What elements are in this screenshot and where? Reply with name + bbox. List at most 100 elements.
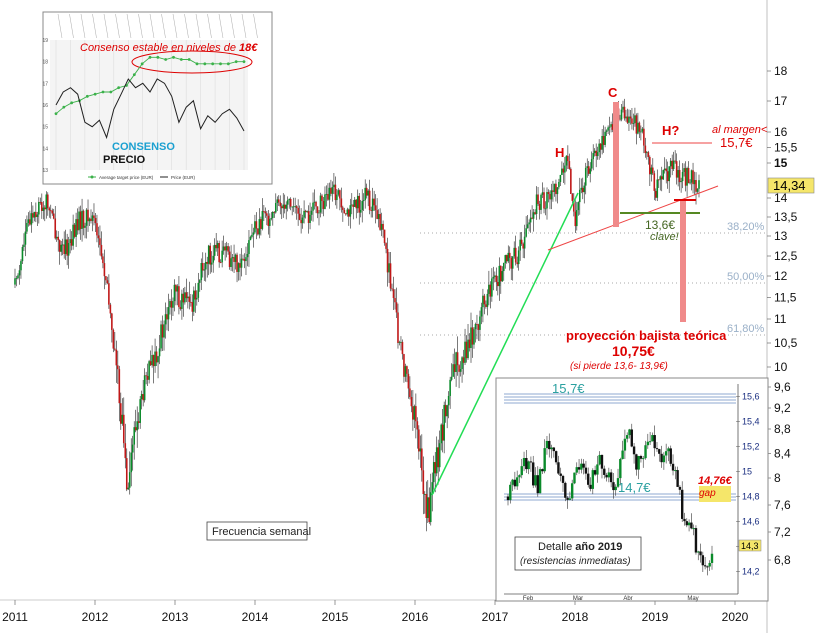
head-height-bar — [613, 102, 619, 227]
price-candle — [334, 184, 337, 201]
price-candle — [176, 286, 179, 292]
inset1-y-tick-label: 18 — [42, 60, 48, 66]
detail-candle — [662, 455, 666, 463]
price-candle — [564, 165, 566, 173]
y-tick-label: 13,5 — [774, 210, 798, 224]
price-candle — [513, 247, 516, 257]
price-candle — [111, 313, 113, 330]
consensus-point — [234, 60, 238, 64]
y-tick-label: 14 — [774, 191, 788, 205]
price-candle — [675, 161, 678, 178]
price-candle — [134, 427, 137, 431]
price-candle — [48, 208, 51, 211]
consensus-point — [164, 58, 168, 61]
price-candle — [559, 174, 562, 182]
price-candle — [17, 275, 19, 279]
price-candle — [66, 239, 68, 256]
price-candle — [102, 256, 104, 264]
price-candle — [689, 182, 691, 184]
inset1-y-tick-label: 13 — [42, 168, 48, 174]
price-candle — [671, 160, 673, 170]
price-candle — [549, 194, 551, 200]
price-candle — [38, 201, 40, 215]
price-candle — [644, 145, 647, 154]
price-candle — [41, 202, 43, 211]
price-candle — [547, 192, 550, 195]
price-candle — [426, 497, 429, 518]
consensus-point — [101, 90, 105, 94]
detail-y-tick-label: 14,2 — [742, 567, 760, 577]
inset1-date-mark — [103, 13, 109, 39]
consensus-label: CONSENSO — [112, 141, 175, 153]
detail-candle — [525, 457, 528, 470]
price-candle — [470, 327, 472, 349]
price-candle — [568, 161, 571, 169]
price-candle — [476, 324, 478, 325]
price-candle — [254, 221, 256, 233]
price-candle — [60, 244, 62, 252]
price-candle — [446, 405, 448, 417]
detail-candle — [619, 459, 622, 479]
price-candle — [69, 239, 71, 244]
price-candle — [84, 225, 86, 228]
price-candle — [121, 414, 124, 424]
price-candle — [437, 447, 440, 468]
price-candle — [228, 251, 231, 267]
price-candle — [370, 210, 372, 211]
price-candle — [674, 160, 676, 162]
detail-candle — [573, 472, 576, 484]
detail-candle — [570, 483, 574, 499]
detail-candle — [667, 448, 670, 452]
price-candle — [91, 215, 94, 221]
detail-candle — [646, 441, 650, 446]
detail-candle — [598, 454, 601, 465]
price-candle — [596, 152, 599, 157]
price-candle — [516, 262, 518, 265]
y-tick-label: 15,5 — [774, 141, 798, 155]
price-candle — [526, 224, 529, 229]
consensus-point — [85, 94, 89, 98]
support-value: 13,6€ — [645, 218, 675, 232]
price-candle — [166, 314, 168, 320]
detail-y-tick-label: 15,2 — [742, 442, 760, 452]
current-price-label: 14,34 — [773, 178, 806, 193]
consensus-inset: Consenso estable en niveles de 18€ 19181… — [42, 11, 273, 185]
price-candle — [73, 224, 76, 237]
price-candle — [525, 228, 527, 237]
price-candle — [419, 448, 422, 452]
price-candle — [403, 354, 405, 377]
detail-candle — [692, 528, 695, 530]
price-candle — [81, 210, 83, 229]
price-candle — [502, 262, 505, 272]
price-candle — [444, 404, 447, 417]
detail-candle — [538, 469, 542, 494]
price-candle — [398, 342, 401, 344]
fib-61-label: 61,80% — [727, 323, 765, 335]
y-tick-label: 17 — [774, 94, 788, 108]
price-candle — [33, 211, 36, 218]
detail-candle — [685, 521, 688, 526]
detail-candle — [623, 438, 627, 451]
price-candle — [686, 168, 688, 186]
detail-candle — [628, 429, 631, 436]
price-candle — [570, 168, 572, 194]
price-candle — [145, 375, 147, 377]
detail-candle — [593, 470, 597, 475]
price-candle — [581, 187, 584, 193]
price-candle — [295, 206, 298, 208]
price-candle — [628, 116, 630, 123]
price-candle — [51, 210, 54, 214]
price-candle — [20, 261, 22, 271]
frequency-label: Frecuencia semanal — [212, 526, 311, 538]
price-series-line — [55, 78, 245, 140]
y-tick-label: 6,8 — [774, 553, 791, 567]
detail-resistance-label: 15,7€ — [552, 381, 585, 396]
consensus-point — [109, 90, 113, 94]
price-candle — [385, 243, 387, 249]
price-candle — [55, 236, 58, 239]
price-candle — [373, 198, 375, 206]
price-candle — [343, 209, 346, 214]
price-candle — [641, 128, 644, 132]
price-candle — [455, 352, 457, 372]
detail-candle — [554, 451, 558, 463]
